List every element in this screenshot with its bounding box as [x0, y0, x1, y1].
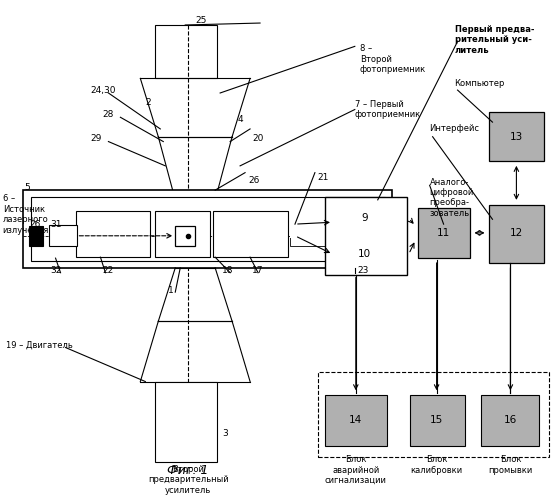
- Text: 2: 2: [145, 98, 151, 107]
- Text: Второй
предварительный
усилитель: Второй предварительный усилитель: [148, 465, 229, 495]
- Text: Интерфейс: Интерфейс: [430, 124, 480, 134]
- Text: 16: 16: [504, 416, 517, 426]
- Text: Фиг. 1: Фиг. 1: [167, 464, 209, 476]
- Text: 9: 9: [362, 214, 368, 224]
- Bar: [417, 208, 469, 258]
- Text: 24,30: 24,30: [90, 86, 116, 94]
- Text: 23: 23: [358, 266, 369, 276]
- Text: 4: 4: [237, 114, 243, 124]
- Text: 15: 15: [430, 416, 443, 426]
- Text: Блок
промывки: Блок промывки: [488, 456, 532, 475]
- Bar: [175, 226, 195, 246]
- Text: 8 –
Второй
фотоприемник: 8 – Второй фотоприемник: [360, 44, 426, 74]
- Text: 26: 26: [30, 220, 41, 228]
- Bar: [49, 225, 76, 246]
- Text: 1: 1: [169, 286, 174, 294]
- Text: Блок
аварийной
сигнализации: Блок аварийной сигнализации: [325, 456, 387, 485]
- Text: 32: 32: [51, 266, 62, 276]
- Bar: [318, 372, 549, 458]
- Text: 12: 12: [510, 228, 523, 238]
- Text: 29: 29: [90, 134, 102, 143]
- Bar: [75, 210, 150, 257]
- Bar: [23, 190, 392, 268]
- Bar: [290, 234, 389, 245]
- Text: 31: 31: [51, 220, 62, 228]
- Bar: [213, 210, 288, 257]
- Bar: [290, 230, 389, 237]
- Bar: [489, 204, 545, 263]
- Text: 13: 13: [510, 132, 523, 141]
- Text: 20: 20: [252, 134, 263, 143]
- Bar: [410, 395, 465, 446]
- Bar: [28, 226, 42, 246]
- Text: 7 – Первый
фотоприемник: 7 – Первый фотоприемник: [355, 100, 421, 119]
- Text: 11: 11: [437, 228, 450, 238]
- Text: 28: 28: [103, 110, 114, 119]
- Text: Компьютер: Компьютер: [455, 79, 505, 88]
- Text: 14: 14: [349, 416, 363, 426]
- Text: Аналого-
цифровой
преобра-
зователь: Аналого- цифровой преобра- зователь: [430, 178, 474, 218]
- Bar: [155, 25, 217, 78]
- Text: 3: 3: [222, 428, 228, 438]
- Bar: [325, 197, 407, 274]
- Bar: [335, 204, 400, 232]
- Bar: [31, 197, 384, 261]
- Text: 19 – Двигатель: 19 – Двигатель: [6, 341, 73, 350]
- Text: 10: 10: [358, 250, 371, 260]
- Text: 26: 26: [248, 176, 259, 185]
- Text: Первый предва-
рительный уси-
литель: Первый предва- рительный уси- литель: [455, 25, 534, 55]
- Bar: [335, 240, 400, 268]
- Text: 21: 21: [317, 173, 328, 182]
- Text: 18: 18: [222, 266, 234, 276]
- Bar: [482, 395, 540, 446]
- Bar: [325, 395, 387, 446]
- Text: 22: 22: [103, 266, 114, 276]
- Text: 25: 25: [195, 16, 206, 24]
- Bar: [489, 112, 545, 161]
- Text: 6 –
Источник
лазерного
излучения: 6 – Источник лазерного излучения: [3, 194, 49, 234]
- Text: Блок
калибровки: Блок калибровки: [411, 456, 463, 475]
- Text: 5: 5: [25, 182, 30, 192]
- Bar: [155, 210, 210, 257]
- Bar: [155, 382, 217, 462]
- Text: 17: 17: [252, 266, 263, 276]
